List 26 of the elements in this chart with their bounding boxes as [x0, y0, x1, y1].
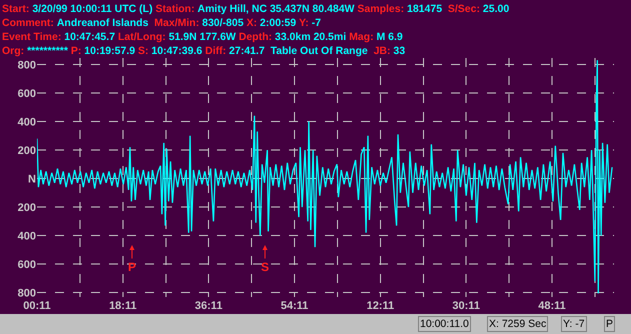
text: P: [606, 318, 614, 330]
x-tick-label: 12:11: [366, 300, 394, 312]
y-tick-label: 400: [18, 116, 36, 128]
annotation: P: [128, 260, 136, 274]
y-tick-label: 200: [18, 202, 36, 214]
y-tick-label: 600: [18, 88, 36, 100]
text: Start: 3/20/99 10:00:11 UTC (L) Station: Amity Hill, NC 35.437N 80.484W Samples: 181475 S/Sec: 25.00: [2, 3, 510, 15]
text: Y: -7: [563, 318, 585, 330]
text: 10:00:11.0: [420, 318, 470, 330]
y-tick-label: 400: [18, 230, 36, 242]
x-tick-label: 36:11: [194, 300, 222, 312]
text: Comment: Andreanof Islands Max/Min: 830/-805 X: 2:00:59 Y: -7: [2, 17, 322, 29]
annotation: S: [261, 260, 270, 274]
text: X: 7259 Sec: [489, 318, 546, 330]
x-tick-label: 30:11: [452, 300, 480, 312]
y-tick-label: 200: [18, 144, 36, 157]
x-tick-label: 00:11: [23, 300, 51, 312]
x-tick-label: 48:11: [538, 300, 566, 312]
y-tick-label: 800: [18, 59, 36, 72]
y-tick-label: 800: [18, 288, 36, 300]
x-tick-label: 18:11: [109, 300, 137, 312]
x-tick-label: 54:11: [280, 300, 308, 312]
text: Org: ********** P: 10:19:57.9 S: 10:47:39.6 Diff: 27:41.7 Table Out Of Range JB: 33: [2, 45, 406, 57]
text: Event Time: 10:47:45.7 Lat/Long: 51.9N 177.6W Depth: 33.0km 20.5mi Mag: M 6.9: [2, 31, 403, 43]
y-tick-label: N: [28, 173, 36, 186]
y-tick-label: 600: [18, 259, 36, 272]
